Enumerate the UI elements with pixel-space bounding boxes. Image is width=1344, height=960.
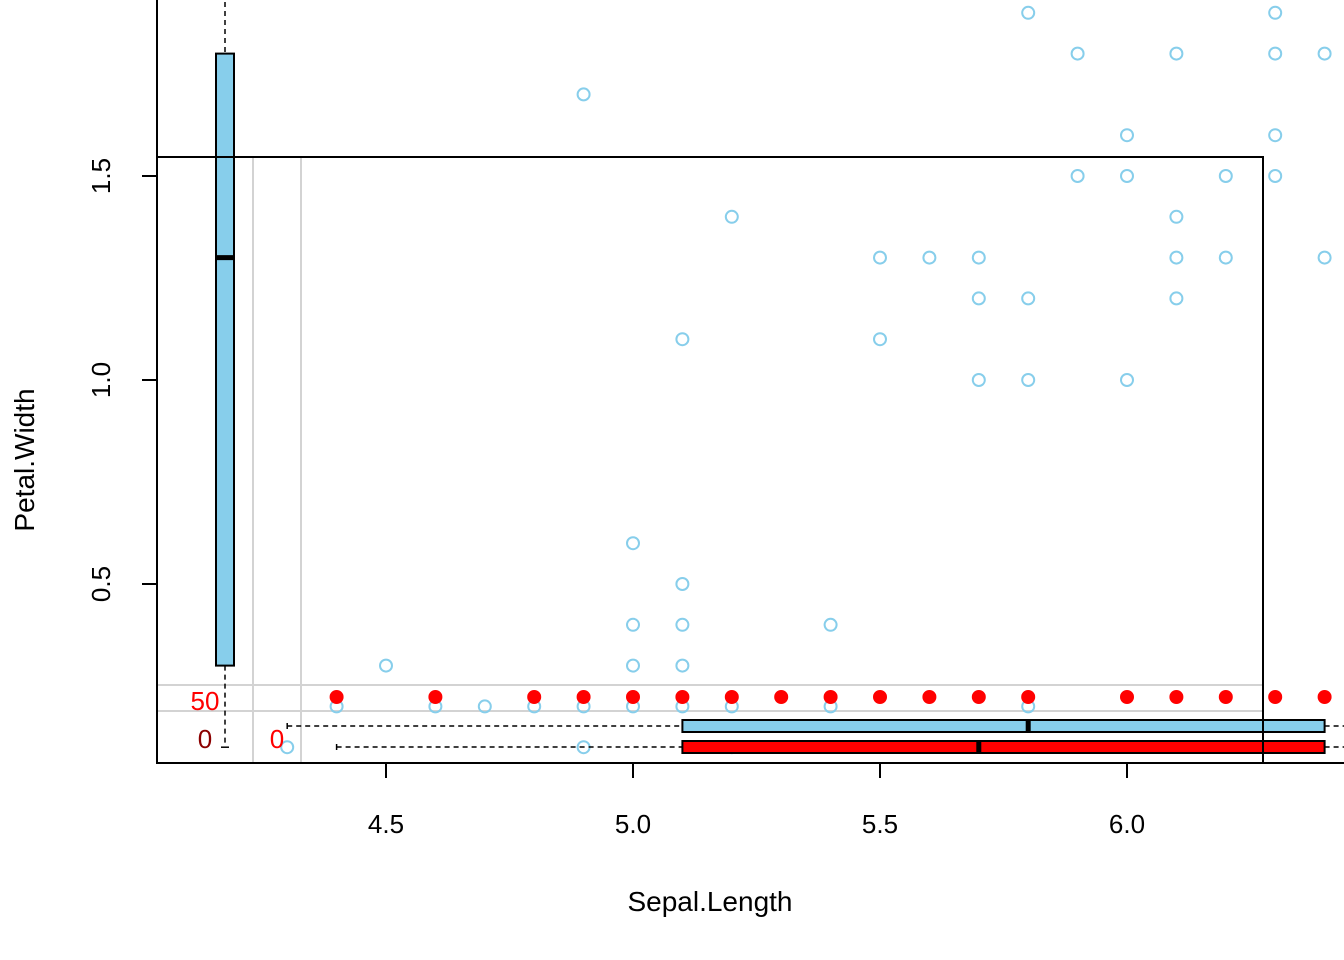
data-point — [1169, 209, 1184, 224]
data-point — [1169, 291, 1184, 306]
data-point — [280, 740, 295, 755]
data-point — [971, 250, 986, 265]
missing-point — [873, 690, 887, 704]
data-point — [1169, 46, 1184, 61]
missing-point — [774, 690, 789, 704]
y-tick-label: 1.5 — [86, 158, 116, 194]
missing-point — [1218, 690, 1233, 704]
data-point — [626, 658, 640, 673]
data-point — [1070, 169, 1085, 183]
data-point — [1021, 5, 1036, 20]
data-point — [675, 617, 690, 632]
data-point — [1268, 46, 1283, 61]
data-point — [1218, 250, 1233, 265]
missing-point — [329, 690, 344, 704]
x-tick-label: 6.0 — [1109, 809, 1145, 839]
data-point — [823, 617, 838, 632]
data-point — [626, 617, 640, 632]
data-point — [576, 87, 591, 102]
x-axis: 4.55.05.56.06.57.07.58.0 — [368, 762, 1344, 839]
data-point — [873, 332, 887, 347]
missing-point — [675, 690, 690, 704]
missing-point — [428, 690, 443, 704]
data-point — [1120, 169, 1134, 183]
boxplot-x-observed-box — [681, 719, 1326, 733]
data-point — [675, 577, 690, 591]
y-axis: 0.51.01.52.02.5 — [86, 0, 158, 602]
x-tick-label: 5.5 — [862, 809, 898, 839]
missing-point — [1169, 690, 1184, 704]
missing-point — [1317, 690, 1332, 704]
data-point — [1268, 5, 1283, 20]
count-label-missing: 50 — [191, 686, 220, 716]
data-point — [1070, 46, 1085, 61]
data-point — [971, 291, 986, 306]
data-point — [724, 209, 739, 224]
x-tick-label: 5.0 — [615, 809, 651, 839]
data-point — [626, 536, 640, 551]
missing-point — [1268, 690, 1283, 704]
y-tick-label: 1.0 — [86, 362, 116, 398]
missing-point — [527, 690, 542, 704]
missing-point — [626, 690, 640, 704]
data-point — [922, 250, 937, 265]
missing-point — [576, 690, 591, 704]
missing-point — [1120, 690, 1134, 704]
data-point — [971, 373, 986, 387]
data-point — [477, 699, 492, 714]
missing-point — [1021, 690, 1036, 704]
boxplot-y-box — [215, 52, 235, 667]
data-point — [1021, 291, 1036, 306]
data-point — [873, 250, 887, 265]
data-point — [1218, 169, 1233, 183]
data-point — [1120, 373, 1134, 387]
data-point — [1021, 373, 1036, 387]
count-label-both-missing: 0 — [270, 724, 284, 754]
data-point — [1169, 250, 1184, 265]
y-axis-title: Petal.Width — [9, 388, 40, 531]
missing-point — [724, 690, 739, 704]
data-point — [675, 332, 690, 347]
missing-point — [922, 690, 937, 704]
data-marks — [215, 0, 1344, 755]
y-tick-label: 0.5 — [86, 566, 116, 602]
count-label-both-observed: 0 — [198, 724, 212, 754]
data-point — [1268, 128, 1283, 143]
missing-point — [971, 690, 986, 704]
data-point — [1317, 46, 1332, 61]
data-point — [1317, 250, 1332, 265]
x-tick-label: 4.5 — [368, 809, 404, 839]
missing-point — [823, 690, 838, 704]
data-point — [379, 658, 393, 673]
plot-frame — [156, 156, 1264, 764]
data-point — [1120, 128, 1134, 143]
data-point — [1268, 169, 1283, 183]
data-point — [675, 658, 690, 673]
boxplot-x-missing-box — [681, 740, 1326, 754]
x-axis-title: Sepal.Length — [627, 886, 792, 917]
margin-grid — [157, 157, 1263, 763]
